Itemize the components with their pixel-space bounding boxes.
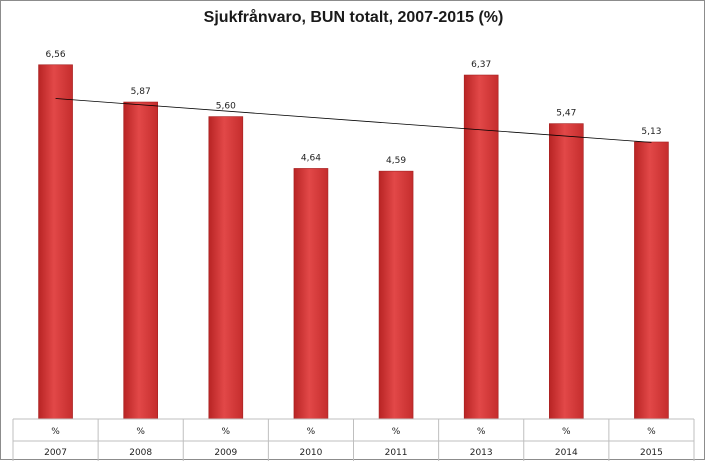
tick-unit-2011: % — [392, 427, 401, 437]
data-label-2009: 5,60 — [216, 102, 236, 112]
data-label-2007: 6,56 — [46, 50, 66, 60]
tick-unit-2008: % — [136, 427, 145, 437]
bar-2008 — [123, 101, 158, 420]
tick-label-2014: 2014 — [555, 448, 578, 458]
tick-unit-2009: % — [222, 427, 231, 437]
tick-unit-2013: % — [477, 427, 486, 437]
tick-label-2008: 2008 — [129, 448, 152, 458]
data-label-2011: 4,59 — [386, 156, 406, 166]
bar-2013 — [463, 74, 499, 420]
bar-2010 — [293, 168, 329, 420]
tick-unit-2015: % — [647, 427, 656, 437]
tick-unit-2007: % — [51, 427, 60, 437]
bars-group — [38, 64, 669, 420]
tick-label-2010: 2010 — [299, 448, 322, 458]
tick-label-2007: 2007 — [44, 448, 67, 458]
category-axis-table: % 2007% 2008% 2009% 2010% 2011% 2013% 2014% 2015 — [12, 418, 695, 461]
data-label-2013: 6,37 — [471, 60, 491, 70]
tick-unit-2010: % — [307, 427, 316, 437]
data-labels-group: 6,56 5,87 5,60 4,64 4,59 6,37 5,47 5,13 — [46, 50, 662, 166]
tick-unit-2014: % — [562, 427, 571, 437]
bar-2015 — [634, 141, 669, 420]
data-label-2014: 5,47 — [556, 109, 576, 119]
data-label-2008: 5,87 — [131, 87, 151, 97]
trendline — [55, 98, 652, 143]
bar-2009 — [208, 116, 244, 420]
data-label-2010: 4,64 — [301, 153, 321, 163]
chart-title: Sjukfrånvaro, BUN totalt, 2007-2015 (%) — [203, 9, 504, 26]
bar-2007 — [38, 64, 73, 420]
tick-label-2015: 2015 — [640, 448, 663, 458]
tick-label-2013: 2013 — [470, 448, 493, 458]
bar-2011 — [378, 170, 414, 420]
tick-label-2009: 2009 — [214, 448, 237, 458]
bar-2014 — [549, 123, 584, 420]
data-label-2015: 5,13 — [641, 127, 661, 137]
trendline-group — [55, 98, 652, 143]
tick-label-2011: 2011 — [385, 448, 408, 458]
